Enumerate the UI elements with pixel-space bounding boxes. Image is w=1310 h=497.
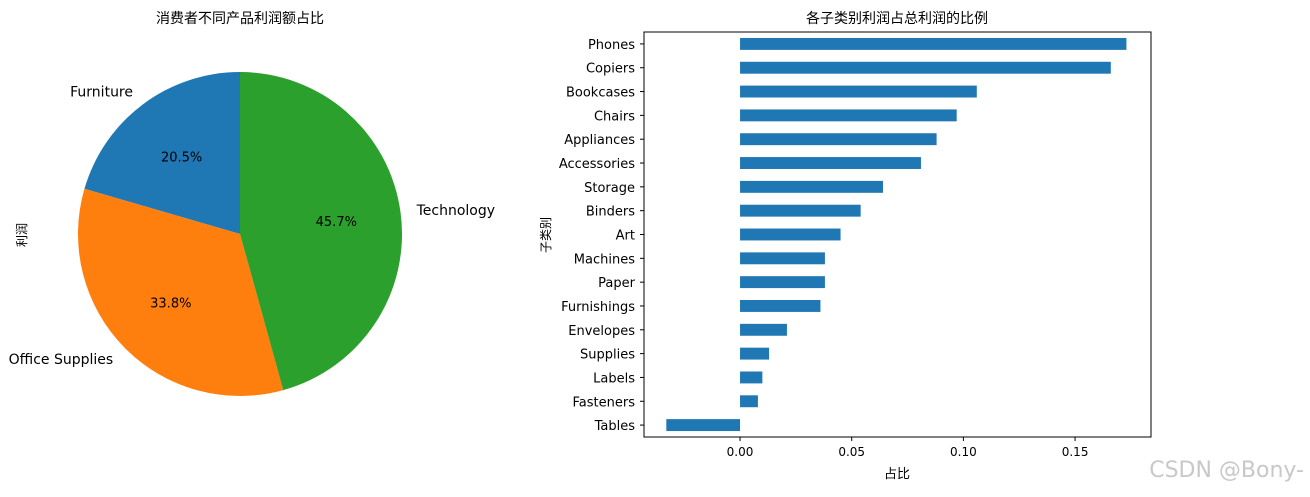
y-tick-label: Binders	[586, 205, 635, 220]
pie-slice-office-supplies	[77, 188, 284, 396]
bar-chart: Phones Copiers Bookcases Chairs Appliances Ac…	[559, 31, 1152, 459]
pie-category-label: Technology	[416, 203, 495, 219]
bar-y-axis-label: 子类别	[539, 217, 553, 253]
bar-furnishings	[740, 300, 821, 312]
pie-category-label: Furniture	[70, 85, 133, 101]
y-tick-label: Supplies	[580, 348, 635, 363]
bar-plot-frame	[643, 31, 1152, 438]
y-tick-label: Art	[616, 229, 635, 244]
y-tick-label: Tables	[594, 419, 636, 434]
pie-category-label: Office Supplies	[9, 352, 114, 368]
pie-pct-label: 33.8%	[150, 296, 191, 311]
x-tick-label: 0.00	[727, 445, 754, 459]
bar-fasteners	[740, 395, 758, 408]
pie-pct-label: 20.5%	[161, 150, 202, 165]
y-tick-label: Paper	[598, 276, 635, 291]
y-tick-label: Envelopes	[568, 324, 635, 339]
x-tick-label: 0.10	[950, 445, 977, 459]
y-tick-label: Chairs	[594, 109, 635, 124]
y-tick-label: Furnishings	[561, 300, 635, 315]
y-tick-label: Phones	[588, 38, 635, 53]
bar-art	[740, 228, 841, 241]
bar-chart-title: 各子类别利润占总利润的比例	[806, 11, 988, 27]
bar-bookcases	[740, 85, 977, 98]
y-tick-label: Machines	[574, 252, 635, 267]
bar-storage	[740, 180, 883, 193]
bar-paper	[740, 276, 825, 289]
pie-chart-title: 消费者不同产品利润额占比	[156, 11, 324, 27]
bar-envelopes	[740, 323, 787, 336]
y-tick-label: Fasteners	[573, 395, 636, 410]
pie-slice-furniture	[84, 72, 241, 234]
bar-supplies	[740, 347, 770, 360]
y-tick-label: Labels	[593, 371, 635, 386]
bar-appliances	[740, 133, 937, 146]
bar-tables	[666, 419, 741, 432]
x-tick-label: 0.05	[838, 445, 865, 459]
y-tick-label: Appliances	[564, 133, 635, 148]
bar-x-axis-label: 占比	[884, 467, 910, 482]
bar-binders	[740, 204, 861, 217]
y-tick-label: Storage	[584, 181, 635, 196]
pie-pct-label: 45.7%	[316, 215, 357, 230]
bar-copiers	[740, 61, 1111, 74]
pie-chart: 20.5% Furniture 33.8% Office Supplies 45.7% T…	[9, 72, 495, 396]
bar-machines	[740, 252, 825, 265]
bar-chairs	[740, 109, 957, 122]
pie-slice-technology	[240, 72, 402, 391]
pie-y-axis-label: 利润	[15, 223, 29, 247]
bar-phones	[740, 37, 1127, 50]
bar-accessories	[740, 157, 921, 169]
y-tick-label: Copiers	[586, 62, 635, 77]
y-tick-label: Accessories	[559, 157, 635, 172]
bar-labels	[740, 371, 763, 384]
watermark: CSDN @Bony-	[1149, 458, 1304, 483]
y-tick-label: Bookcases	[566, 86, 635, 101]
x-tick-label: 0.15	[1062, 445, 1089, 459]
